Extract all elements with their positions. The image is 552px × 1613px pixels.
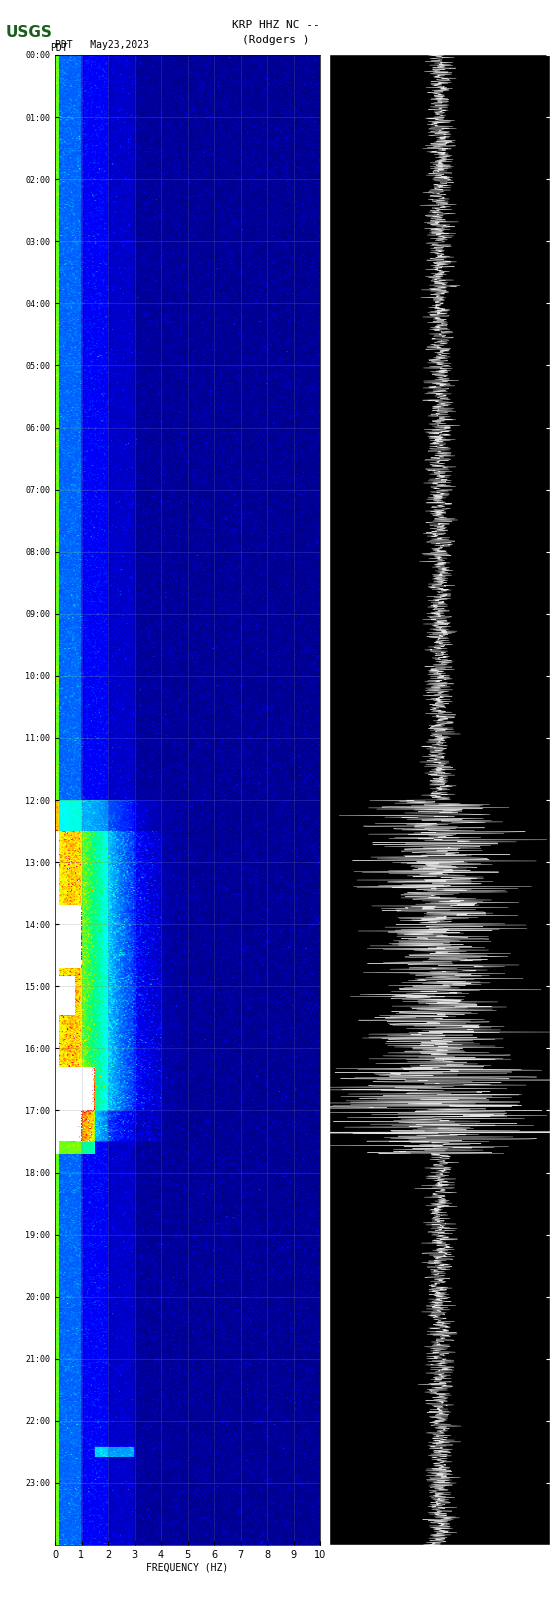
Text: KRP HHZ NC --: KRP HHZ NC -- xyxy=(232,19,320,31)
Text: (Rodgers ): (Rodgers ) xyxy=(242,35,310,45)
Text: PDT   May23,2023: PDT May23,2023 xyxy=(55,40,149,50)
Text: USGS: USGS xyxy=(6,24,52,40)
Text: PDT: PDT xyxy=(50,44,68,53)
X-axis label: FREQUENCY (HZ): FREQUENCY (HZ) xyxy=(146,1563,229,1573)
Text: UTC: UTC xyxy=(527,44,545,53)
